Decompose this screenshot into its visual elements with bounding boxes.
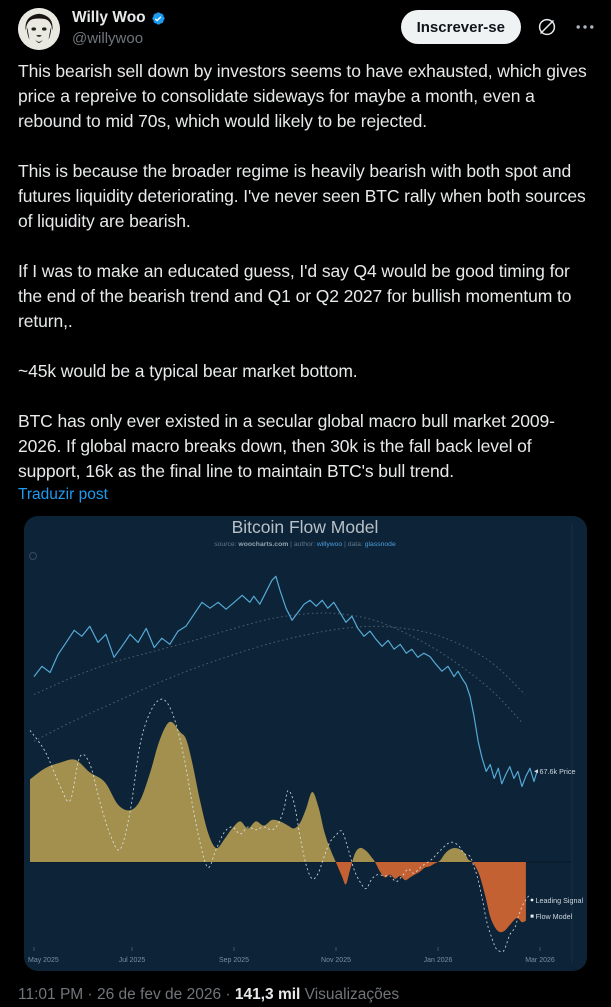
views-count: 141,3 mil bbox=[234, 986, 301, 1003]
header-actions: Inscrever-se bbox=[400, 8, 597, 44]
author-display-name[interactable]: Willy Woo bbox=[72, 9, 146, 26]
grok-icon bbox=[538, 18, 556, 36]
x-tick-label: May 2025 bbox=[28, 957, 59, 964]
chart-series-layer bbox=[29, 575, 538, 953]
post-paragraph: ~45k would be a typical bear market bott… bbox=[18, 361, 358, 381]
grok-button[interactable] bbox=[534, 14, 560, 40]
x-tick-label: Jan 2026 bbox=[424, 957, 453, 964]
leading-signal-line bbox=[29, 698, 530, 953]
post-header: Willy Woo @willywoo Inscrever-se bbox=[0, 0, 611, 50]
x-axis: May 2025 Jul 2025 Sep 2025 Nov 2025 Jan … bbox=[28, 947, 555, 964]
ma-fast-line bbox=[33, 612, 524, 725]
verified-badge-icon bbox=[152, 11, 165, 25]
author-identity: Willy Woo @willywoo bbox=[72, 8, 401, 47]
translate-post-link[interactable]: Traduzir post bbox=[18, 486, 108, 503]
more-options-button[interactable] bbox=[573, 15, 597, 39]
x-tick-label: Mar 2026 bbox=[525, 957, 555, 964]
timestamp: 11:01 PM · 26 de fev de 2026 · bbox=[18, 986, 235, 1003]
x-tick-label: Jul 2025 bbox=[119, 957, 146, 964]
post-paragraph: This is because the broader regime is he… bbox=[18, 161, 586, 231]
post-paragraph: If I was to make an educated guess, I'd … bbox=[18, 261, 572, 331]
price-end-annotation: 67.6k Price bbox=[534, 767, 575, 776]
legend-flow-model: Flow Model bbox=[536, 912, 573, 921]
watermark-icon bbox=[29, 552, 37, 560]
subscribe-button[interactable]: Inscrever-se bbox=[400, 10, 521, 44]
ellipsis-icon bbox=[576, 25, 594, 29]
author-handle[interactable]: @willywoo bbox=[72, 30, 144, 47]
btc-price-line bbox=[33, 575, 538, 788]
post-paragraph: BTC has only ever existed in a secular g… bbox=[18, 411, 555, 481]
flow-model-area-positive bbox=[30, 721, 526, 862]
x-tick-label: Nov 2025 bbox=[321, 957, 351, 964]
price-end-label: 67.6k Price bbox=[540, 767, 576, 776]
x-tick-label: Sep 2025 bbox=[219, 957, 249, 964]
ma-slow-line bbox=[33, 625, 526, 742]
avatar-portrait-image bbox=[18, 8, 60, 50]
post-text: This bearish sell down by investors seem… bbox=[0, 50, 611, 504]
chart-subtitle: source: woocharts.com | author: willywoo… bbox=[214, 541, 396, 548]
post-footer: 11:01 PM · 26 de fev de 2026 · 141,3 mil… bbox=[0, 971, 611, 1004]
views-label: Visualizações bbox=[300, 986, 400, 1003]
legend-leading-signal: Leading Signal bbox=[536, 896, 584, 905]
chart-title: Bitcoin Flow Model bbox=[232, 517, 379, 537]
post-paragraph: This bearish sell down by investors seem… bbox=[18, 61, 587, 131]
post-media-chart[interactable]: Bitcoin Flow Model source: woocharts.com… bbox=[24, 516, 587, 971]
chart-legend: Leading Signal Flow Model bbox=[530, 896, 584, 921]
bitcoin-flow-model-chart: Bitcoin Flow Model source: woocharts.com… bbox=[28, 517, 584, 964]
avatar[interactable] bbox=[18, 8, 60, 50]
